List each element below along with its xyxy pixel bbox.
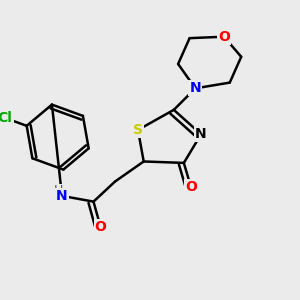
Text: N: N: [195, 127, 207, 141]
Text: S: S: [133, 123, 143, 137]
Text: N: N: [190, 81, 201, 95]
Text: N: N: [56, 189, 68, 203]
Text: Cl: Cl: [0, 111, 13, 125]
Text: O: O: [218, 30, 230, 44]
Text: H: H: [54, 184, 63, 197]
Text: O: O: [95, 220, 106, 234]
Text: O: O: [185, 180, 197, 194]
